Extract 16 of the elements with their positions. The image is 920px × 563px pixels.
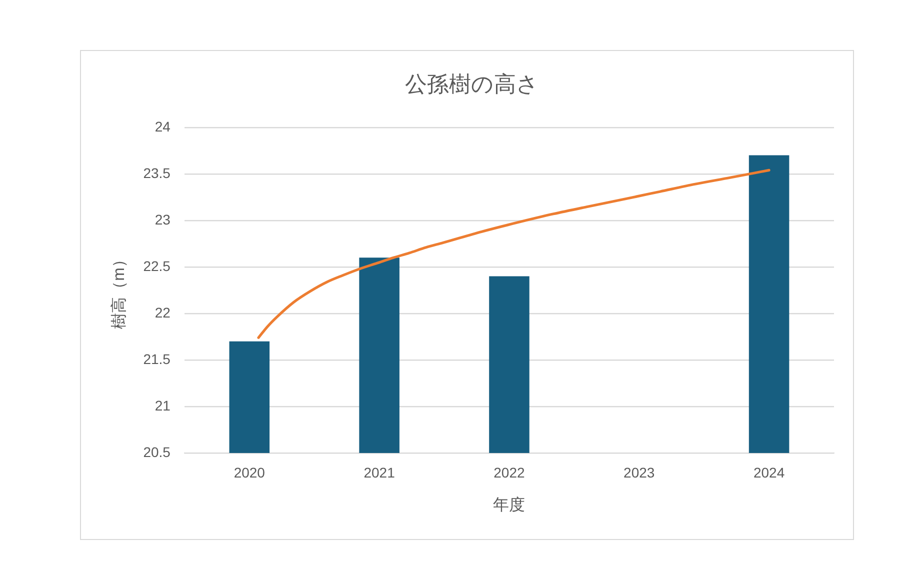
x-tick-label: 2024 [753, 464, 785, 480]
y-axis-title: 樹高（m） [110, 252, 128, 329]
x-tick-label: 2022 [494, 464, 526, 480]
chart-title: 公孫樹の高さ [405, 71, 539, 96]
y-tick-label: 21.5 [143, 350, 171, 367]
x-tick-label: 2021 [364, 464, 396, 480]
x-tick-label: 2020 [234, 464, 266, 480]
line-series [257, 168, 770, 339]
y-tick-label: 23 [154, 211, 171, 228]
y-tick-label: 20.5 [143, 444, 171, 460]
y-tick-label: 23.5 [143, 164, 171, 181]
y-tick-label: 22 [154, 304, 171, 320]
y-tick-label: 21 [154, 397, 171, 414]
x-tick-label: 2023 [624, 464, 655, 480]
y-tick-label: 24 [154, 118, 171, 134]
y-tick-label: 22.5 [143, 258, 171, 274]
